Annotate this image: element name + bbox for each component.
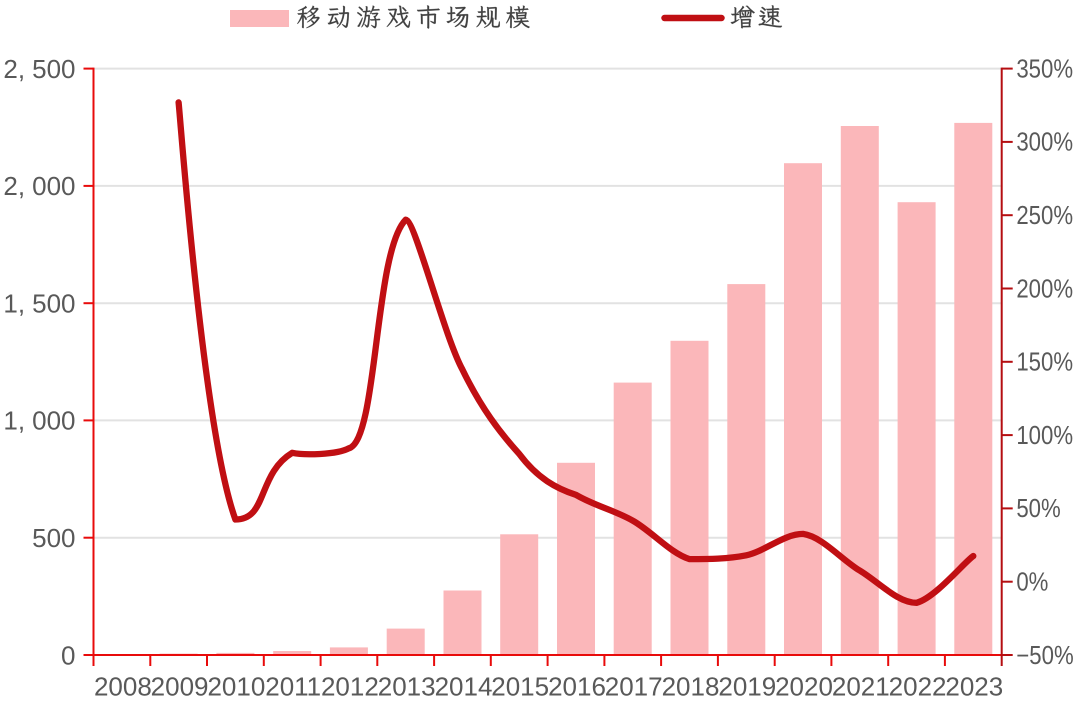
svg-text:2,000: 2,000 xyxy=(3,171,75,201)
svg-text:2008: 2008 xyxy=(94,672,152,702)
svg-text:100%: 100% xyxy=(1016,421,1073,450)
svg-text:2020: 2020 xyxy=(775,672,833,702)
svg-text:2016: 2016 xyxy=(548,672,606,702)
svg-text:2015: 2015 xyxy=(491,672,549,702)
svg-text:2019: 2019 xyxy=(718,672,776,702)
svg-text:2,500: 2,500 xyxy=(3,54,75,84)
svg-text:150%: 150% xyxy=(1016,348,1073,377)
svg-text:2010: 2010 xyxy=(207,672,265,702)
svg-text:2023: 2023 xyxy=(945,672,1003,702)
svg-text:2017: 2017 xyxy=(605,672,663,702)
svg-text:2011: 2011 xyxy=(265,672,321,702)
svg-text:2012: 2012 xyxy=(321,672,379,702)
svg-text:2022: 2022 xyxy=(889,672,947,702)
svg-text:−50%: −50% xyxy=(1016,641,1073,670)
svg-text:2013: 2013 xyxy=(378,672,436,702)
svg-text:200%: 200% xyxy=(1016,275,1073,304)
svg-text:1,500: 1,500 xyxy=(3,289,75,319)
svg-text:0%: 0% xyxy=(1016,568,1048,597)
svg-text:2018: 2018 xyxy=(662,672,720,702)
svg-text:50%: 50% xyxy=(1016,495,1060,524)
svg-text:2021: 2021 xyxy=(832,672,890,702)
svg-text:2014: 2014 xyxy=(435,672,493,702)
svg-text:250%: 250% xyxy=(1016,202,1073,231)
svg-text:350%: 350% xyxy=(1016,55,1073,84)
svg-text:2009: 2009 xyxy=(151,672,209,702)
svg-text:500: 500 xyxy=(32,523,75,553)
svg-text:0: 0 xyxy=(61,640,75,670)
svg-text:300%: 300% xyxy=(1016,128,1073,157)
svg-text:1,000: 1,000 xyxy=(3,406,75,436)
